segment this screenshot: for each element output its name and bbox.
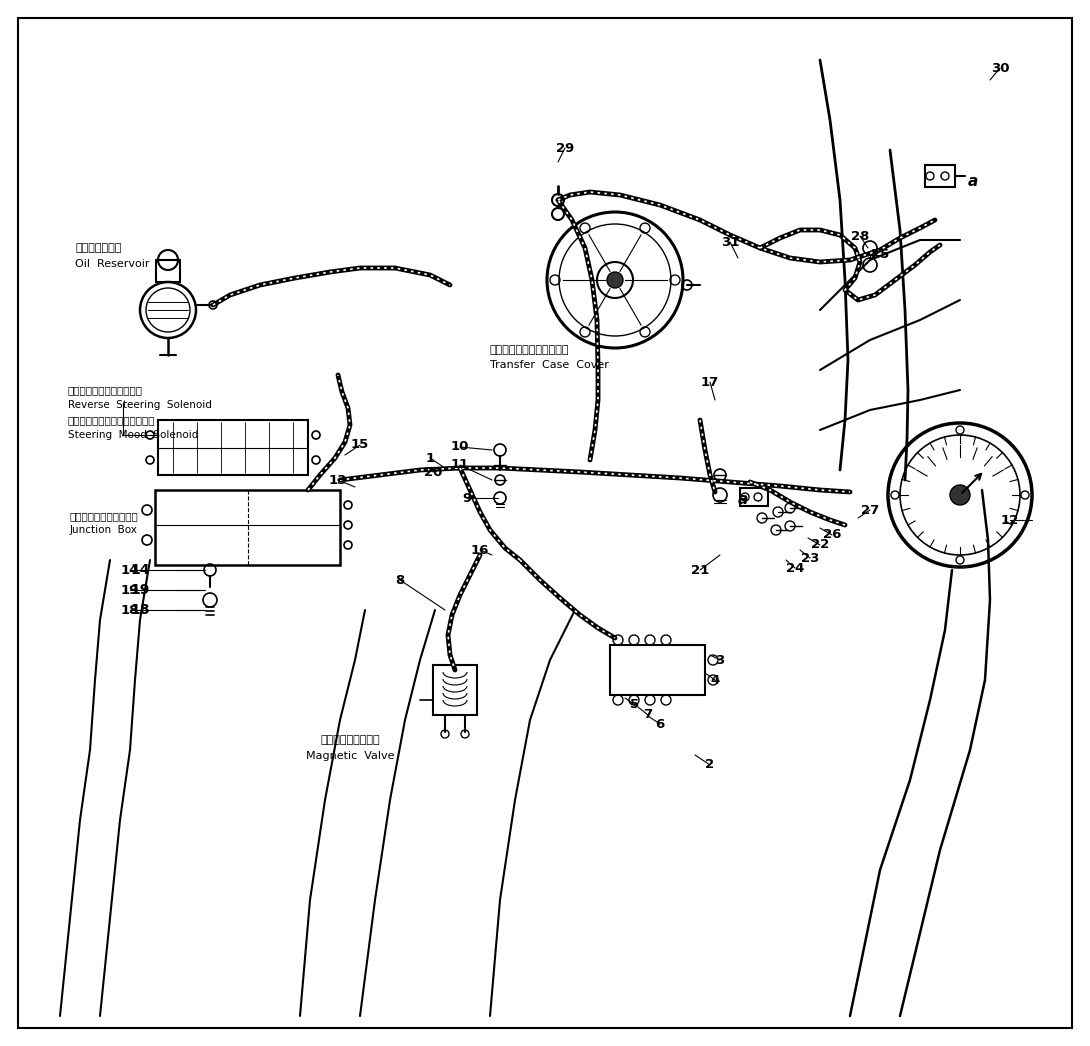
Text: 4: 4	[711, 674, 719, 686]
Text: 30: 30	[991, 62, 1009, 74]
Bar	[155, 490, 340, 565]
Text: オイルリザーバ: オイルリザーバ	[75, 243, 121, 253]
Bar	[740, 488, 768, 506]
Text: 9: 9	[462, 492, 472, 504]
Text: 1: 1	[425, 452, 435, 464]
Text: トランスファケースカバー: トランスファケースカバー	[490, 345, 569, 355]
Text: 18: 18	[130, 602, 149, 617]
Text: 20: 20	[424, 465, 443, 478]
Text: 26: 26	[823, 528, 841, 542]
Text: ジャンクションボックス: ジャンクションボックス	[70, 511, 138, 521]
Text: 8: 8	[396, 573, 404, 587]
Text: 16: 16	[471, 544, 489, 556]
Bar	[156, 260, 180, 282]
Text: 27: 27	[861, 503, 880, 517]
Bar	[433, 665, 477, 715]
Text: 逆ステアリングソレノイド: 逆ステアリングソレノイド	[68, 385, 143, 395]
Text: 15: 15	[351, 438, 370, 452]
Text: Transfer  Case  Cover: Transfer Case Cover	[490, 360, 609, 370]
Text: 3: 3	[715, 654, 725, 666]
Text: 13: 13	[329, 474, 348, 486]
Text: a: a	[968, 175, 978, 189]
Text: 7: 7	[643, 708, 653, 722]
Text: 11: 11	[451, 458, 469, 472]
Bar	[925, 165, 955, 187]
Circle shape	[950, 485, 970, 505]
Text: a: a	[738, 493, 748, 507]
Text: Steering  Mood  Solenoid: Steering Mood Solenoid	[68, 430, 198, 440]
Text: ステアリングモードソレノイド: ステアリングモードソレノイド	[68, 415, 156, 425]
Text: 22: 22	[811, 539, 829, 551]
Text: 25: 25	[871, 249, 889, 262]
Text: 19: 19	[121, 584, 140, 596]
Text: 14: 14	[130, 563, 149, 577]
Text: 18: 18	[121, 604, 140, 616]
Text: Junction  Box: Junction Box	[70, 525, 137, 535]
Bar	[158, 420, 308, 475]
Text: Reverse  Steering  Solenoid: Reverse Steering Solenoid	[68, 400, 211, 410]
Text: 6: 6	[655, 718, 665, 730]
Text: 10: 10	[451, 440, 469, 454]
Text: 24: 24	[786, 562, 804, 574]
Text: 2: 2	[705, 758, 715, 772]
Text: マグネチックバルブ: マグネチックバルブ	[320, 735, 379, 745]
Bar	[610, 645, 705, 695]
Text: 28: 28	[851, 229, 869, 243]
Text: Magnetic  Valve: Magnetic Valve	[306, 751, 395, 761]
Text: 23: 23	[801, 551, 820, 565]
Text: 21: 21	[691, 564, 710, 576]
Text: 12: 12	[1001, 514, 1019, 526]
Text: 19: 19	[130, 583, 149, 597]
Text: 29: 29	[556, 141, 574, 155]
Text: 31: 31	[720, 235, 739, 249]
Text: 17: 17	[701, 376, 719, 388]
Text: 5: 5	[630, 699, 640, 711]
Text: Oil  Reservoir: Oil Reservoir	[75, 259, 149, 269]
Circle shape	[607, 272, 623, 288]
Text: 14: 14	[121, 564, 140, 576]
